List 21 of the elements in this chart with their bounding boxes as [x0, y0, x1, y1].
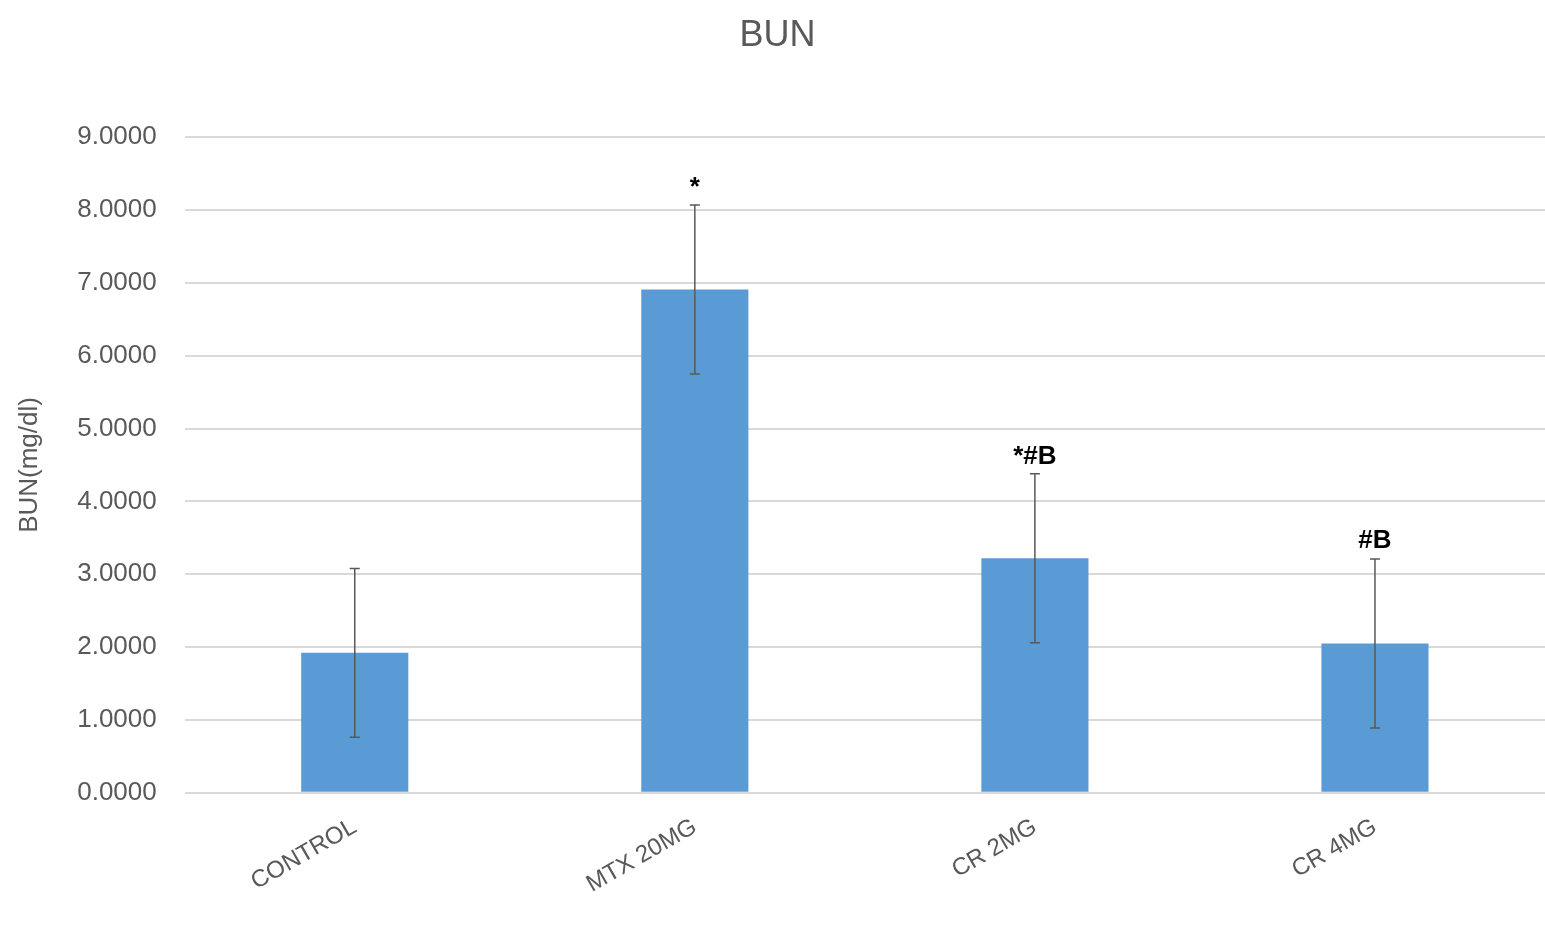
bar: [641, 289, 749, 792]
y-tick-label: 1.0000: [77, 703, 157, 734]
bar: [1321, 643, 1429, 792]
y-tick-label: 0.0000: [77, 775, 157, 806]
y-tick-label: 8.0000: [77, 193, 157, 224]
y-tick-label: 4.0000: [77, 484, 157, 515]
annotation: *: [689, 171, 701, 202]
y-tick-label: 9.0000: [77, 120, 157, 151]
annotation: *#B: [1013, 439, 1057, 470]
y-tick-label: 2.0000: [77, 630, 157, 661]
x-tick-label: CR 4MG: [1286, 811, 1381, 882]
bar: [981, 558, 1089, 792]
y-tick-label: 3.0000: [77, 557, 157, 588]
x-tick-label: CR 2MG: [946, 811, 1041, 882]
y-axis-title: BUN(mg/dl): [12, 397, 43, 533]
annotation: #B: [1358, 524, 1392, 555]
bar: [301, 652, 409, 792]
y-tick-label: 5.0000: [77, 411, 157, 442]
chart-title: BUN: [739, 12, 816, 54]
y-tick-label: 7.0000: [77, 266, 157, 297]
y-tick-label: 6.0000: [77, 338, 157, 369]
